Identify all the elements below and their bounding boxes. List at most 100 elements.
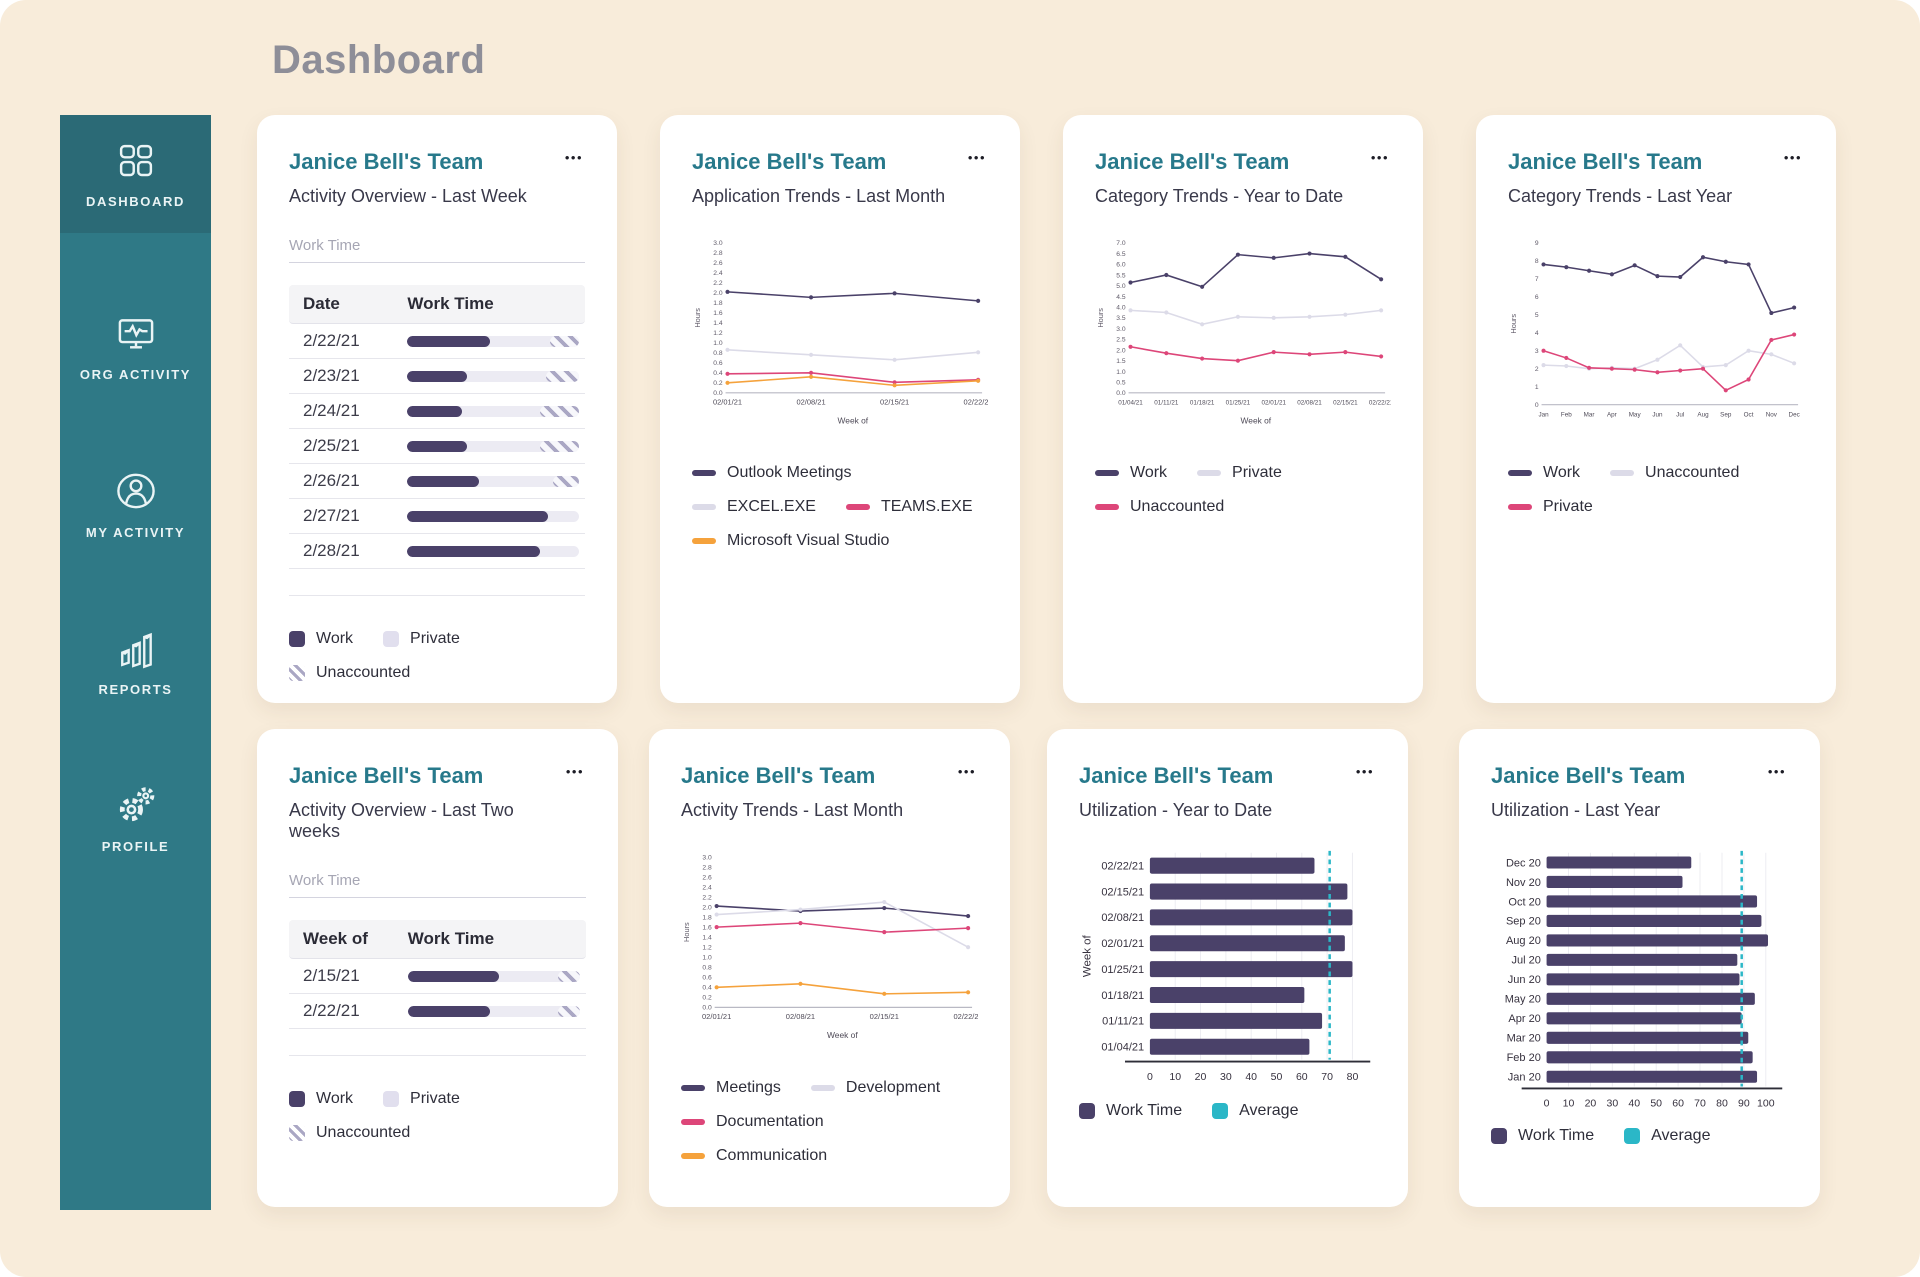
ellipsis-menu-icon[interactable]: ••• (1767, 764, 1786, 779)
legend-swatch-icon (681, 1153, 705, 1159)
legend-label: Development (845, 1079, 941, 1096)
card-activity-overview-two-weeks: Janice Bell's Team Activity Overview - L… (257, 729, 618, 1207)
legend-item: Work (1095, 464, 1167, 482)
chart-legend: Outlook Meetings EXCEL.EXE TEAMS.EXE Micros… (692, 464, 988, 550)
svg-text:02/22/21: 02/22/21 (1101, 861, 1144, 873)
ellipsis-menu-icon[interactable]: ••• (564, 150, 583, 165)
table-divider (289, 569, 585, 596)
card-subtitle: Category Trends - Year to Date (1095, 186, 1344, 206)
row-date: 2/25/21 (303, 436, 360, 455)
svg-text:2.0: 2.0 (1116, 347, 1126, 354)
card-activity-overview-last-week: Janice Bell's Team Activity Overview - L… (257, 115, 617, 703)
sidebar-item-my-activity[interactable]: MY ACTIVITY (60, 426, 211, 583)
svg-text:May 20: May 20 (1505, 994, 1541, 1006)
svg-text:3.5: 3.5 (1116, 315, 1126, 322)
line-chart: 0.0 0.2 0.4 0.6 0.8 1.0 1.2 1.4 1.6 1.8 2.0 2.2 2.4 2… (692, 233, 988, 430)
svg-text:Week of: Week of (1082, 934, 1094, 977)
line-chart-svg: 0.0 0.2 0.4 0.6 0.8 1.0 1.2 1.4 1.6 1.8 2.0 2.2 2.4 2… (693, 240, 988, 425)
sidebar-item-profile[interactable]: PROFILE (60, 740, 211, 897)
legend-label: Outlook Meetings (727, 464, 852, 482)
sidebar-item-label: REPORTS (98, 682, 173, 697)
svg-text:20: 20 (1585, 1098, 1597, 1110)
activity-table: Date Work Time 2/22/21 2/23/21 2/24/21 2/25/2… (289, 285, 585, 569)
chart-legend: Meetings Development Documentation Communic… (681, 1079, 978, 1165)
table-row: 2/15/21 (289, 959, 586, 994)
legend-label: Private (410, 630, 460, 647)
svg-text:50: 50 (1650, 1098, 1662, 1110)
svg-text:0.0: 0.0 (702, 1005, 712, 1012)
work-time-filter[interactable]: Work Time (289, 237, 585, 263)
chart-legend: Work Unaccounted Private (1508, 464, 1804, 516)
sidebar-item-dashboard[interactable]: DASHBOARD (60, 115, 211, 233)
table-row: 2/25/21 (289, 429, 585, 464)
svg-text:01/25/21: 01/25/21 (1226, 400, 1251, 407)
legend-swatch-icon (289, 1091, 305, 1107)
row-date: 2/22/21 (303, 1001, 360, 1020)
table-column-header: Date (303, 294, 340, 313)
svg-text:100: 100 (1757, 1098, 1775, 1110)
table-header-row: Date Work Time (289, 285, 585, 324)
legend-label: Work (1543, 464, 1581, 482)
ellipsis-menu-icon[interactable]: ••• (1370, 150, 1389, 165)
svg-text:Mar 20: Mar 20 (1507, 1033, 1541, 1045)
page-title: Dashboard (272, 38, 486, 82)
legend-swatch-icon (1491, 1128, 1507, 1145)
legend-swatch-icon (845, 504, 870, 511)
work-segment (407, 475, 480, 487)
svg-text:80: 80 (1347, 1071, 1359, 1083)
svg-text:2.8: 2.8 (713, 250, 723, 257)
svg-text:0: 0 (1147, 1071, 1153, 1083)
work-time-bar (407, 1005, 580, 1017)
legend-item: Work (289, 1090, 353, 1108)
bar-columns-icon (114, 626, 158, 670)
svg-text:Dec: Dec (1789, 412, 1800, 419)
svg-text:Week of: Week of (838, 415, 869, 425)
table-header-row: Week of Work Time (289, 920, 586, 959)
svg-text:50: 50 (1271, 1071, 1283, 1083)
legend-item: Unaccounted (289, 1124, 410, 1142)
sidebar-item-reports[interactable]: REPORTS (60, 583, 211, 740)
svg-text:0.6: 0.6 (702, 975, 712, 982)
svg-text:4.0: 4.0 (1116, 305, 1126, 312)
svg-text:02/01/21: 02/01/21 (713, 398, 742, 407)
svg-text:3.0: 3.0 (702, 854, 712, 861)
work-time-bar (407, 510, 579, 522)
ellipsis-menu-icon[interactable]: ••• (957, 764, 976, 779)
svg-text:Aug: Aug (1697, 412, 1709, 419)
line-chart: 0.0 0.2 0.4 0.6 0.8 1.0 1.2 1.4 1.6 1.8 2.0 2.2 2.4 2… (681, 847, 978, 1045)
work-time-bar (407, 405, 579, 417)
svg-text:0.6: 0.6 (713, 360, 723, 367)
legend-item: Outlook Meetings (692, 464, 852, 482)
legend-swatch-icon (810, 1085, 835, 1091)
ellipsis-menu-icon[interactable]: ••• (1783, 150, 1802, 165)
svg-text:7: 7 (1535, 276, 1539, 283)
card-title: Janice Bell's Team (289, 149, 484, 174)
work-time-filter[interactable]: Work Time (289, 872, 586, 898)
svg-text:Oct 20: Oct 20 (1508, 896, 1540, 908)
ellipsis-menu-icon[interactable]: ••• (1355, 764, 1374, 779)
sidebar-item-org-activity[interactable]: ORG ACTIVITY (60, 269, 211, 426)
svg-text:1.6: 1.6 (702, 925, 712, 932)
svg-text:02/01/21: 02/01/21 (1101, 938, 1144, 950)
legend-swatch-icon (1508, 470, 1532, 477)
card-title: Janice Bell's Team (1508, 149, 1703, 174)
svg-text:02/08/21: 02/08/21 (796, 398, 825, 407)
work-segment (407, 335, 490, 347)
svg-text:1.0: 1.0 (1116, 369, 1126, 376)
card-title: Janice Bell's Team (1491, 763, 1686, 788)
ellipsis-menu-icon[interactable]: ••• (565, 764, 584, 779)
ellipsis-menu-icon[interactable]: ••• (967, 150, 986, 165)
table-divider (289, 1029, 586, 1056)
svg-text:20: 20 (1195, 1071, 1207, 1083)
chart-legend: Work Private Unaccounted (289, 630, 585, 682)
svg-text:Jul 20: Jul 20 (1511, 955, 1540, 967)
svg-text:70: 70 (1321, 1071, 1333, 1083)
legend-swatch-icon (1197, 470, 1222, 477)
legend-label: Private (1543, 498, 1593, 516)
sidebar: DASHBOARD ORG ACTIVITY MY ACTIVITY (60, 115, 211, 1210)
svg-text:0.0: 0.0 (1116, 390, 1126, 397)
sidebar-item-label: ORG ACTIVITY (79, 367, 192, 382)
svg-text:3.0: 3.0 (713, 240, 723, 247)
legend-label: Microsoft Visual Studio (727, 532, 890, 550)
svg-text:02/15/21: 02/15/21 (1101, 886, 1144, 898)
